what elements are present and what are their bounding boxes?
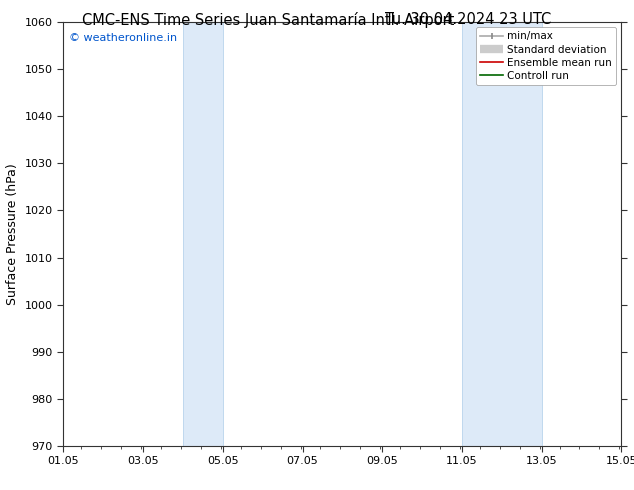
Bar — [462, 22, 541, 446]
Text: Tu. 30.04.2024 23 UTC: Tu. 30.04.2024 23 UTC — [385, 12, 552, 27]
Text: CMC-ENS Time Series Juan Santamaría Intl. Airport: CMC-ENS Time Series Juan Santamaría Intl… — [82, 12, 455, 28]
Legend: min/max, Standard deviation, Ensemble mean run, Controll run: min/max, Standard deviation, Ensemble me… — [476, 27, 616, 85]
Y-axis label: Surface Pressure (hPa): Surface Pressure (hPa) — [6, 163, 19, 305]
Bar — [183, 22, 223, 446]
Text: © weatheronline.in: © weatheronline.in — [69, 33, 177, 43]
